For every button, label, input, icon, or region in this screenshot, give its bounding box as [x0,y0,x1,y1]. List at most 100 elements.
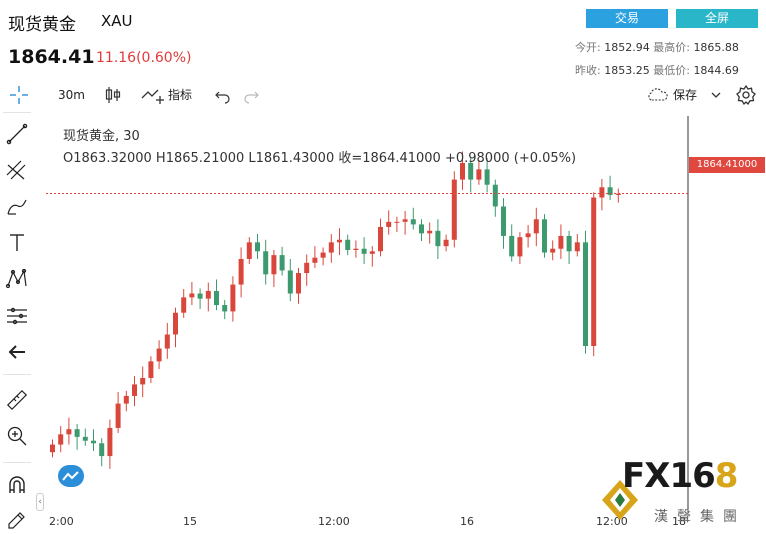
zoom-in-icon[interactable] [4,423,30,449]
chart-legend-title[interactable]: 现货黄金, 30 [63,129,140,144]
price-change: 11.16(0.60%) [96,50,192,66]
x-axis-label: 2:00 [49,515,74,528]
candle [74,429,80,437]
candle [533,219,539,234]
gear-icon[interactable] [735,84,757,106]
candle [312,257,318,263]
candle [214,290,219,306]
x-axis-label: 15 [183,515,197,528]
candle [173,312,178,335]
candle [189,293,195,298]
candle [296,273,301,294]
instrument-code: XAU [101,12,133,30]
last-price: 1864.41 [8,46,95,68]
candle [123,395,129,404]
interval-selector[interactable]: 30m [58,88,85,102]
candle [394,221,400,223]
candle [279,255,285,271]
candle [501,206,506,236]
crosshair-icon[interactable] [8,84,30,106]
candle [492,184,498,207]
measure-icon[interactable] [4,302,30,328]
text-icon[interactable] [4,230,30,256]
candle [140,378,146,385]
x-axis-label: 12:00 [318,515,350,528]
candle [353,248,359,250]
candle [132,384,137,396]
candle [181,297,187,313]
candle [607,187,613,195]
last-price-tag: 1864.41000 [689,157,765,173]
cloud-icon[interactable] [644,84,670,106]
candle [320,252,326,258]
pattern-icon[interactable] [4,266,30,292]
candle [197,293,203,299]
high-label: 最高价: [653,41,690,54]
watermark-logo: FX168 漢聲集團 [600,456,766,534]
candle-type-icon[interactable] [104,84,122,106]
candle [451,179,457,240]
save-button[interactable]: 保存 [673,88,698,102]
tradingview-logo[interactable] [58,465,84,487]
candle [378,226,383,252]
prev-close-label: 昨收: [575,64,601,77]
x-axis-label: 16 [460,515,474,528]
candle [517,237,523,257]
candle [558,235,564,249]
toolbar-divider [3,462,31,463]
watermark-brand: FX168 [622,456,738,496]
stats-row-open-high: 今开: 1852.94 最高价: 1865.88 [575,39,739,55]
back-arrow-icon[interactable] [4,339,30,365]
undo-icon[interactable] [214,84,232,106]
candle [591,197,597,346]
price-chart[interactable] [46,116,689,512]
candle [386,221,392,227]
candle [583,242,588,346]
candle [50,444,55,453]
candle [82,436,88,441]
chevron-down-icon[interactable] [710,84,722,106]
magnet-icon[interactable] [4,473,30,499]
candle [230,284,236,312]
trend-line-icon[interactable] [4,121,30,147]
candle [115,403,121,428]
candle [361,248,367,254]
trade-button[interactable]: 交易 [586,9,668,28]
redo-icon[interactable] [242,84,260,106]
candle [156,348,162,362]
toolbar-divider [3,112,31,113]
candle [263,251,269,275]
indicators-button[interactable]: 指标 [168,88,193,102]
watermark-subtitle: 漢聲集團 [654,509,746,525]
candle [525,233,531,238]
toolbar-divider [3,374,31,375]
candle [107,427,113,457]
brush-icon[interactable] [4,194,30,220]
candle [66,429,72,435]
fullscreen-button[interactable]: 全屏 [676,9,758,28]
candle [476,169,482,180]
indicators-icon[interactable] [140,84,166,106]
collapse-toolbar-button[interactable]: ‹ [36,493,44,511]
open-value: 1852.94 [604,41,650,54]
candle [238,258,244,285]
candle [443,239,449,247]
candle [542,219,547,253]
candle [484,169,490,185]
candle [369,251,375,254]
candle [615,193,621,195]
low-label: 最低价: [653,64,690,77]
candle [509,235,515,257]
candle [148,361,154,378]
candle [427,230,433,234]
high-value: 1865.88 [693,41,739,54]
candle [550,248,556,253]
ruler-icon[interactable] [4,387,30,413]
candle [91,440,96,444]
candle [402,219,408,222]
fib-icon[interactable] [4,157,30,183]
candle [304,262,310,274]
candle [205,290,211,299]
pencil-lock-icon[interactable] [4,507,30,533]
